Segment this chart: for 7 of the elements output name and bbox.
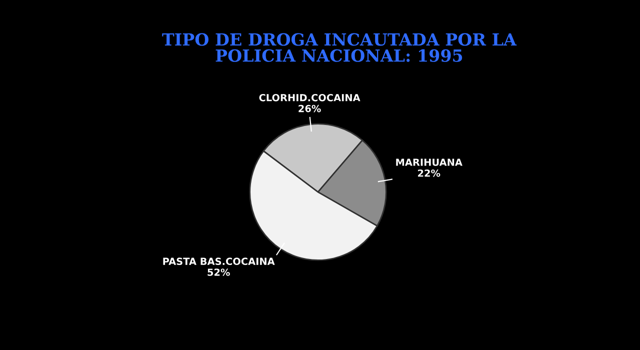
data-label: 22% xyxy=(418,169,440,177)
data-label: 52% xyxy=(208,268,230,276)
slice-label: PASTA BAS.COCAINA xyxy=(163,258,275,266)
chart-title: TIPO DE DROGA INCAUTADA POR LA POLICIA NACIONAL: 1995 xyxy=(162,33,517,62)
slice-label: CLORHID.COCAINA xyxy=(259,94,360,102)
data-label: 26% xyxy=(298,104,321,112)
slice-label: MARIHUANA xyxy=(396,158,462,166)
